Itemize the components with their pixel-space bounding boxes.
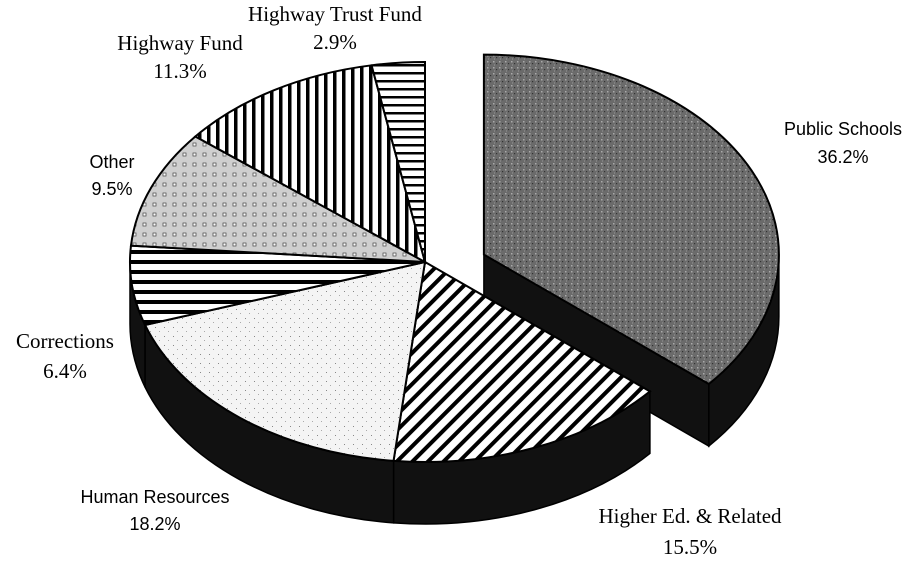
value-label: 9.5% bbox=[91, 179, 132, 199]
slice-label: Higher Ed. & Related bbox=[598, 504, 782, 528]
pie-slice bbox=[129, 244, 426, 327]
slice-pattern bbox=[129, 244, 426, 327]
value-label: 2.9% bbox=[313, 30, 357, 54]
value-label: 18.2% bbox=[129, 514, 180, 534]
slice-label: Highway Trust Fund bbox=[248, 2, 422, 26]
value-label: 36.2% bbox=[817, 147, 868, 167]
slice-pattern bbox=[193, 64, 427, 265]
slice-label: Corrections bbox=[16, 329, 114, 353]
pie-slice bbox=[392, 260, 652, 463]
slice-label: Other bbox=[89, 152, 134, 172]
slice-pattern bbox=[129, 135, 426, 263]
slice-pattern bbox=[370, 60, 426, 263]
pie-slice bbox=[143, 260, 427, 462]
pie-slice bbox=[129, 135, 426, 263]
pie-slice bbox=[370, 60, 426, 263]
slice-pattern bbox=[143, 260, 427, 462]
slice-pattern bbox=[392, 260, 652, 463]
slice-label: Public Schools bbox=[784, 119, 902, 139]
value-label: 11.3% bbox=[153, 59, 206, 83]
slice-pattern bbox=[482, 53, 780, 386]
slice-label: Human Resources bbox=[80, 487, 229, 507]
value-label: 6.4% bbox=[43, 359, 87, 383]
pie-slice bbox=[482, 53, 780, 386]
value-label: 15.5% bbox=[663, 535, 717, 559]
slice-label: Highway Fund bbox=[117, 31, 243, 55]
pie-slice bbox=[193, 64, 427, 265]
